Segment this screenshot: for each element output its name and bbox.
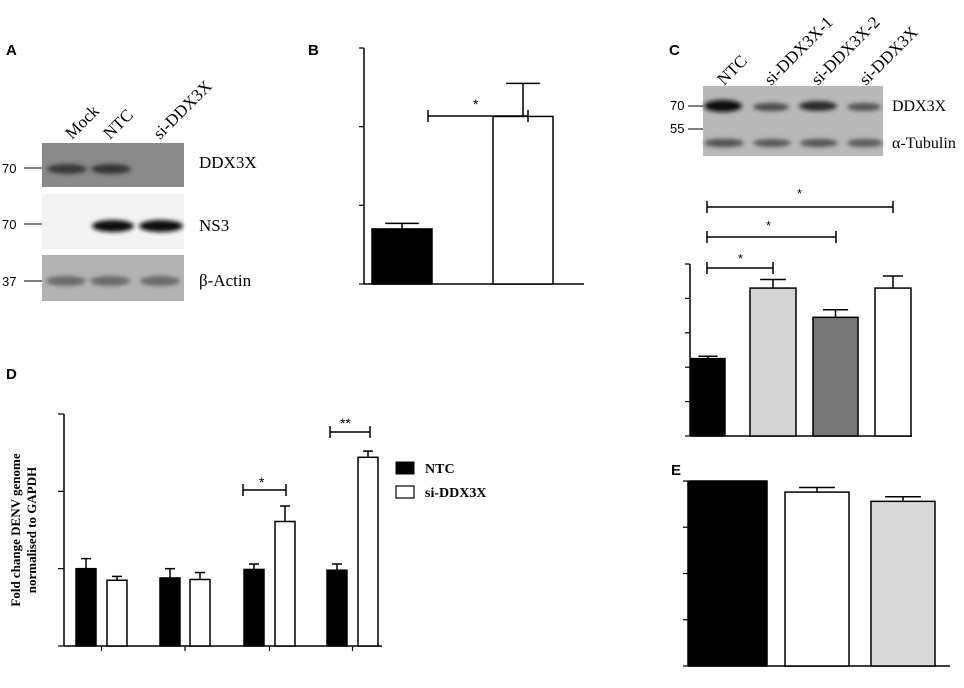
bar-si-ddx3x-1h — [106, 579, 128, 647]
band — [704, 100, 742, 112]
bar-ntc-12h — [159, 577, 181, 647]
mw-label: 70 — [2, 217, 16, 232]
sig-brackets-c: * * * — [706, 186, 894, 274]
mw-label-c-70: 70 — [670, 98, 684, 113]
legend-label-ntc: NTC — [425, 462, 455, 477]
sig-star: * — [766, 218, 771, 233]
bar-ntc-1h — [75, 567, 97, 647]
sig-star: ** — [340, 415, 351, 431]
panel-letter-e: E — [671, 462, 682, 479]
band — [753, 103, 789, 111]
lane-label-si-ddx3x: si-DDX3X — [149, 77, 215, 143]
blot-label-c-ddx3x: DDX3X — [892, 98, 947, 115]
legend-d: NTC si-DDX3X — [395, 461, 486, 501]
chart-c — [685, 263, 912, 437]
bar-si-ddx3x-24h — [274, 520, 296, 647]
y-axis-label: Fold change DENV genomenormalised to GAP… — [8, 453, 39, 606]
bar-ntc — [371, 228, 433, 285]
band — [753, 139, 791, 147]
band — [140, 276, 180, 286]
legend-swatch-ntc — [395, 461, 415, 475]
panel-letter-a: A — [6, 42, 17, 59]
sig-star: * — [473, 96, 479, 112]
bar-si-ddx3x-2 — [812, 316, 859, 437]
blot-label-actin: β-Actin — [199, 271, 252, 290]
band — [46, 276, 86, 286]
band — [799, 101, 837, 111]
panel-letter-d: D — [6, 366, 17, 383]
sig-bracket-b: * — [427, 96, 529, 122]
chart-e — [683, 480, 950, 667]
band — [800, 139, 838, 147]
sig-star: * — [797, 186, 802, 201]
sig-brackets-d: * ** — [242, 415, 371, 496]
lane-label-ntc: NTC — [99, 105, 136, 142]
bar-si-ddx3x — [874, 287, 912, 437]
band — [847, 103, 881, 111]
band — [847, 139, 883, 147]
sig-star: * — [738, 251, 743, 266]
panel-a-blot: Mock NTC si-DDX3X 70 DDX3X 70 NS3 37 β-A… — [2, 77, 257, 301]
band — [90, 276, 130, 286]
blot-label-c-tubulin: α-Tubulin — [892, 135, 956, 152]
blot-label-ddx3x: DDX3X — [199, 153, 257, 172]
mw-label-c-55: 55 — [670, 121, 684, 136]
bar-si-ddx3x-1 — [870, 500, 936, 667]
band — [92, 220, 134, 232]
band — [91, 164, 131, 174]
legend-swatch-si — [395, 485, 415, 499]
bar-ntc-48h — [326, 569, 348, 647]
bar-si-ddx3x-1 — [749, 287, 797, 437]
bar-si-ddx3x-12h — [189, 578, 211, 647]
band — [139, 220, 183, 232]
band — [47, 164, 87, 174]
bar-si-ddx3x — [784, 491, 850, 667]
blot-label-ns3: NS3 — [199, 216, 229, 235]
lane-label-mock: Mock — [61, 101, 103, 143]
bar-ntc — [690, 357, 726, 437]
sig-star: * — [259, 474, 265, 490]
bar-si-ddx3x — [492, 115, 554, 285]
lane-label-c-ntc: NTC — [713, 51, 750, 88]
bar-ntc — [688, 480, 768, 667]
mw-label: 70 — [2, 161, 16, 176]
mw-label: 37 — [2, 274, 16, 289]
chart-b — [359, 47, 584, 285]
panel-c-blot: NTC si-DDX3X-1 si-DDX3X-2 si-DDX3X 70 55… — [670, 13, 956, 156]
chart-d: Fold change DENV genomenormalised to GAP… — [8, 413, 382, 651]
band — [704, 139, 744, 147]
legend-label-si: si-DDX3X — [425, 486, 486, 501]
panel-letter-c: C — [669, 42, 680, 59]
panel-letter-b: B — [308, 42, 319, 59]
bar-ntc-24h — [243, 568, 265, 647]
bar-si-ddx3x-48h — [357, 456, 379, 647]
